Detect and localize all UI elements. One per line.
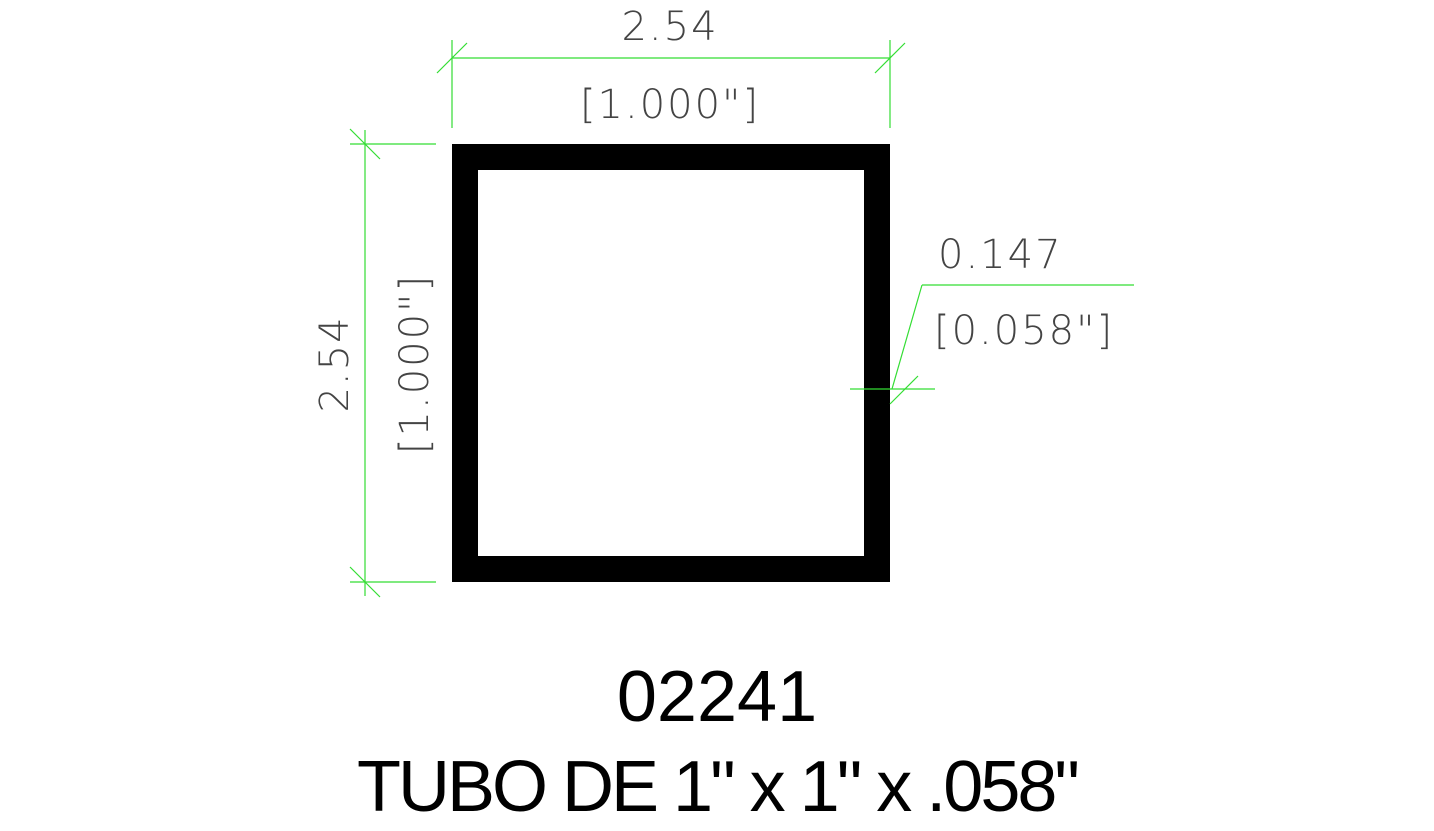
wall-imperial-label: [0.058"]: [934, 308, 1114, 354]
wall-thickness-callout: 0.147 [0.058"]: [850, 232, 1134, 405]
height-tick-top: [349, 128, 381, 160]
width-tick-right: [874, 42, 906, 74]
height-tick-bottom: [349, 566, 381, 598]
height-dimension: 2.54 [1.000"]: [312, 128, 438, 598]
wall-metric-label: 0.147: [938, 232, 1063, 278]
wall-leader-line: [891, 284, 923, 390]
width-dimension: 2.54 [1.000"]: [436, 4, 906, 128]
width-tick-left: [436, 42, 468, 74]
part-description: TUBO DE 1" x 1" x .058": [357, 747, 1080, 827]
part-number: 02241: [616, 657, 818, 737]
wall-tick: [889, 375, 919, 405]
width-metric-label: 2.54: [621, 4, 718, 50]
height-imperial-label: [1.000"]: [392, 274, 438, 454]
width-imperial-label: [1.000"]: [580, 82, 760, 128]
tube-profile: [452, 144, 890, 582]
height-metric-label: 2.54: [312, 315, 358, 412]
